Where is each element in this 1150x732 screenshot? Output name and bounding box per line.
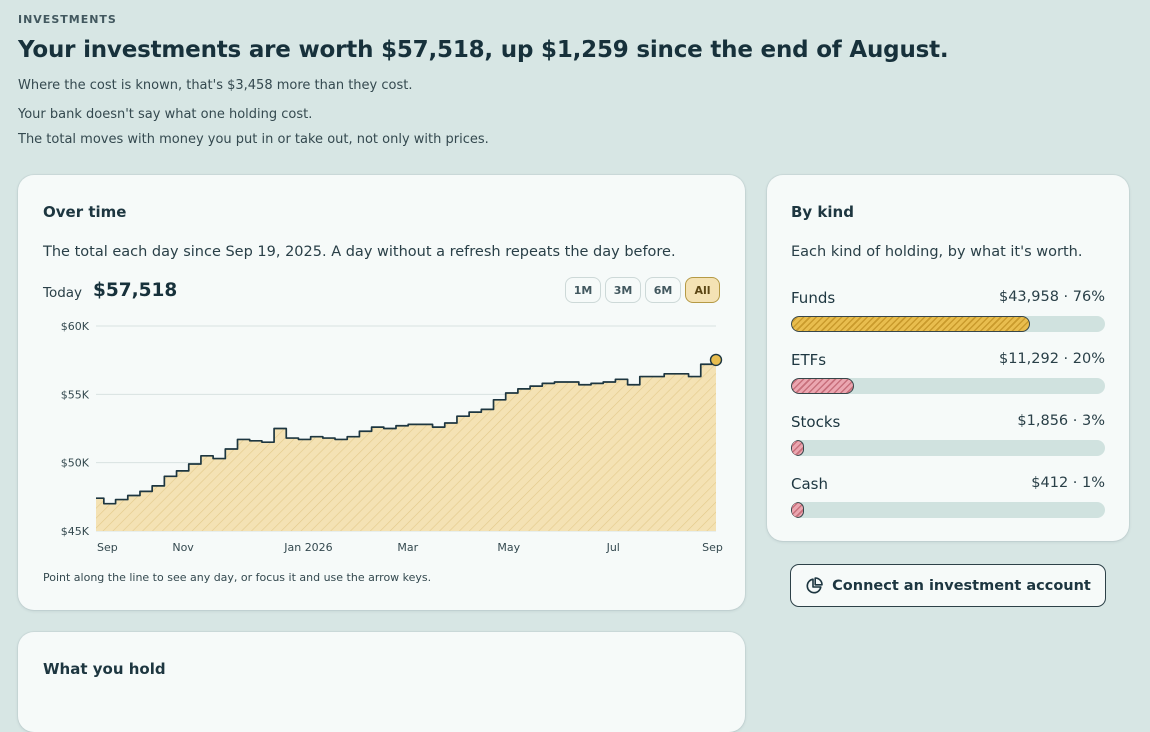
range-3m-button[interactable]: 3M	[605, 277, 641, 303]
kind-label-stocks: Stocks	[791, 413, 841, 431]
holdings-card	[18, 632, 745, 732]
unknown-cost-note: Your bank doesn't say what one holding c…	[18, 107, 313, 122]
chart-hint: Point along the line to see any day, or …	[43, 571, 432, 584]
kind-bar-etfs	[791, 378, 1105, 394]
kind-value-funds: $43,958 · 76%	[998, 289, 1105, 305]
kind-value-etfs: $11,292 · 20%	[998, 351, 1105, 367]
kind-bar-stocks	[791, 440, 1105, 456]
over-time-title: Over time	[43, 203, 127, 221]
kind-label-cash: Cash	[791, 475, 828, 493]
pie-chart-icon	[805, 576, 823, 595]
over-time-description: The total each day since Sep 19, 2025. A…	[43, 244, 676, 260]
kind-bar-fill	[791, 440, 804, 456]
by-kind-card	[767, 175, 1129, 541]
kind-value-stocks: $1,856 · 3%	[1017, 413, 1105, 429]
today-value: $57,518	[93, 280, 178, 301]
cost-note: Where the cost is known, that's $3,458 m…	[18, 78, 413, 93]
kind-label-etfs: ETFs	[791, 351, 827, 369]
range-6m-button[interactable]: 6M	[645, 277, 681, 303]
kind-label-funds: Funds	[791, 289, 836, 307]
kind-value-cash: $412 · 1%	[1031, 475, 1105, 491]
over-time-card	[18, 175, 745, 610]
connect-account-label: Connect an investment account	[832, 577, 1091, 594]
by-kind-title: By kind	[791, 203, 854, 221]
by-kind-description: Each kind of holding, by what it's worth…	[791, 244, 1083, 260]
kind-bar-fill	[791, 502, 804, 518]
page-headline: Your investments are worth $57,518, up $…	[18, 37, 949, 63]
today-label: Today	[43, 285, 83, 301]
range-all-button[interactable]: All	[685, 277, 720, 303]
connect-account-button[interactable]: Connect an investment account	[790, 564, 1106, 607]
range-1m-button[interactable]: 1M	[565, 277, 601, 303]
kind-bar-fill	[791, 378, 854, 394]
kind-bar-funds	[791, 316, 1105, 332]
holdings-title: What you hold	[43, 660, 166, 678]
cashflow-note: The total moves with money you put in or…	[18, 132, 489, 147]
kind-bar-fill	[791, 316, 1030, 332]
page-eyebrow: INVESTMENTS	[18, 13, 117, 26]
kind-bar-cash	[791, 502, 1105, 518]
